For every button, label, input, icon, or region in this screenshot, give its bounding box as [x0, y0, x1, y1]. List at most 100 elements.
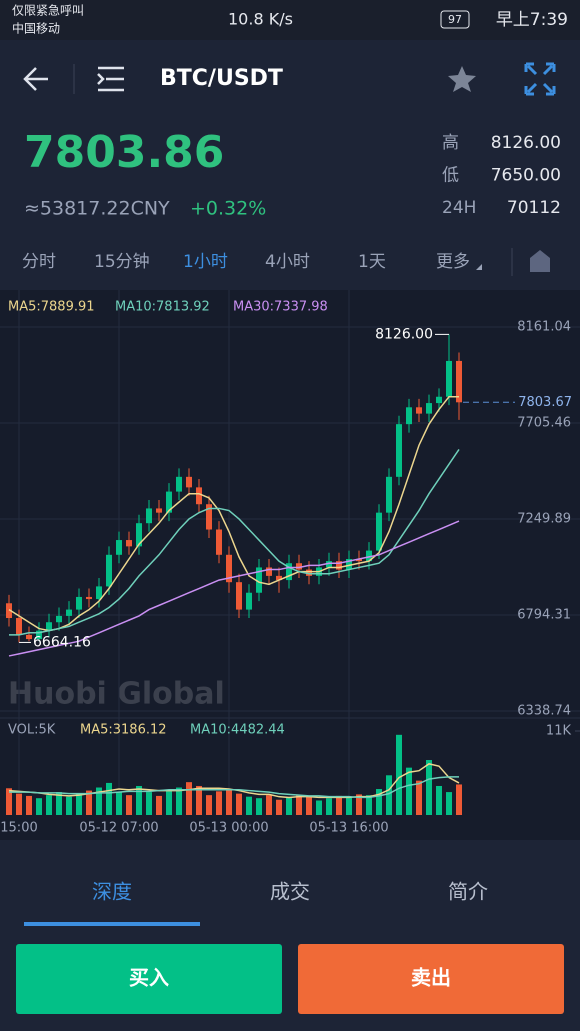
- last-price-label: 7803.67: [518, 395, 572, 410]
- candle-body: [216, 529, 222, 555]
- stats: 高 8126.00 低 7650.00 24H 70112: [442, 133, 561, 218]
- candle-body: [356, 559, 362, 562]
- candle-body: [296, 563, 302, 570]
- candle-body: [396, 424, 402, 477]
- candle-body: [186, 476, 192, 488]
- sell-label: 卖出: [411, 966, 451, 990]
- bottom-tab[interactable]: 简介: [448, 880, 488, 904]
- candle-body: [6, 603, 12, 619]
- volume-bar: [226, 789, 232, 815]
- y-tick-label: 7705.46: [517, 416, 571, 431]
- volume-bar: [186, 782, 192, 815]
- interval-tabs: 分时 15分钟 1小时 4小时 1天 更多: [22, 252, 482, 272]
- candle-body: [136, 523, 142, 547]
- candle-body: [386, 476, 392, 513]
- clock: 早上7:39: [496, 10, 568, 30]
- candle-body: [26, 634, 32, 640]
- candle-body: [96, 586, 102, 600]
- cny-price: ≈53817.22CNY: [24, 198, 170, 220]
- candle-body: [286, 563, 292, 581]
- interval-tab[interactable]: 更多: [436, 252, 470, 272]
- candle-body: [436, 396, 442, 404]
- battery-icon: [440, 10, 470, 29]
- candle-body: [336, 561, 342, 570]
- interval-tab[interactable]: 15分钟: [94, 252, 150, 272]
- volume-bar: [76, 793, 82, 815]
- pair-title: BTC/USDT: [160, 66, 283, 91]
- y-tick-label: 6794.31: [517, 608, 571, 623]
- volume-bar: [446, 792, 452, 815]
- candle-body: [116, 540, 122, 555]
- candle-body: [306, 569, 312, 576]
- volume-bar: [216, 791, 222, 815]
- volume-bar: [336, 795, 342, 815]
- volume-bar: [66, 796, 72, 815]
- battery-level: 97: [448, 13, 462, 26]
- x-tick-label: 05-13 16:00: [309, 821, 388, 836]
- watermark: Huobi Global: [8, 677, 225, 712]
- candle-body: [246, 592, 252, 610]
- settings-button[interactable]: [530, 250, 550, 272]
- sell-button[interactable]: [298, 944, 564, 1014]
- candle-body: [346, 559, 352, 570]
- candle-body: [376, 512, 382, 551]
- candle-body: [416, 407, 422, 414]
- volume-bar: [296, 795, 302, 815]
- dropdown-icon: [476, 264, 482, 270]
- stat-label: 24H: [442, 198, 476, 218]
- candle-body: [56, 615, 62, 623]
- candle-body: [206, 504, 212, 530]
- candle-body: [366, 550, 372, 562]
- legend-entry: MA5:7889.91: [8, 300, 95, 315]
- buy-button[interactable]: [16, 944, 282, 1014]
- bottom-tabs: 深度 成交 简介: [24, 880, 488, 926]
- x-tick-label: 05-13 00:00: [189, 821, 268, 836]
- volume-bar: [196, 785, 202, 815]
- buy-label: 买入: [129, 966, 169, 990]
- candle-body: [66, 609, 72, 616]
- stat-label: 高: [442, 133, 459, 153]
- interval-tab[interactable]: 分时: [22, 252, 56, 272]
- bottom-tab[interactable]: 成交: [270, 880, 310, 904]
- candle-body: [166, 491, 172, 513]
- net-speed: 10.8 K/s: [228, 10, 293, 29]
- fullscreen-button[interactable]: [524, 62, 556, 96]
- candle-body: [256, 567, 262, 593]
- candle-body: [226, 554, 232, 583]
- status-text: 仅限紧急呼叫: [12, 3, 84, 18]
- y-tick-label: 6338.74: [517, 704, 571, 719]
- volume-bar: [276, 799, 282, 815]
- legend-entry: MA10:4482.44: [190, 723, 285, 738]
- volume-title: VOL:5K: [8, 723, 56, 738]
- stat-value: 7650.00: [491, 166, 561, 186]
- carrier: 中国移动: [12, 21, 60, 36]
- interval-tab[interactable]: 1小时: [183, 252, 228, 272]
- volume-bar: [436, 785, 442, 815]
- volume-bar: [316, 800, 322, 815]
- volume-bar: [156, 795, 162, 815]
- menu-button[interactable]: [97, 66, 124, 92]
- volume-bar: [146, 792, 152, 815]
- high-marker-label: 8126.00: [375, 326, 433, 342]
- candle-body: [176, 476, 182, 492]
- candle-body: [46, 622, 52, 631]
- volume-bar: [136, 785, 142, 815]
- interval-tab[interactable]: 4小时: [265, 252, 310, 272]
- kline-chart: Huobi Global 6338.74 6794.31 7249.89 7705.46…: [0, 290, 580, 836]
- legend-entry: MA10:7813.92: [115, 300, 210, 315]
- back-button[interactable]: [23, 67, 48, 91]
- candle-body: [266, 567, 272, 576]
- volume-bar: [16, 793, 22, 815]
- volume-bar: [346, 797, 352, 815]
- stat-label: 低: [442, 166, 459, 186]
- y-tick-label: 8161.04: [517, 320, 571, 335]
- legend-entry: MA30:7337.98: [233, 300, 328, 315]
- x-tick-label: 15:00: [0, 821, 37, 836]
- ma-line: [8, 520, 460, 657]
- candle-body: [146, 508, 152, 524]
- interval-tab[interactable]: 1天: [358, 252, 386, 272]
- last-price: 7803.86: [24, 127, 224, 178]
- favorite-button[interactable]: [448, 66, 476, 92]
- bottom-tab[interactable]: 深度: [92, 880, 132, 904]
